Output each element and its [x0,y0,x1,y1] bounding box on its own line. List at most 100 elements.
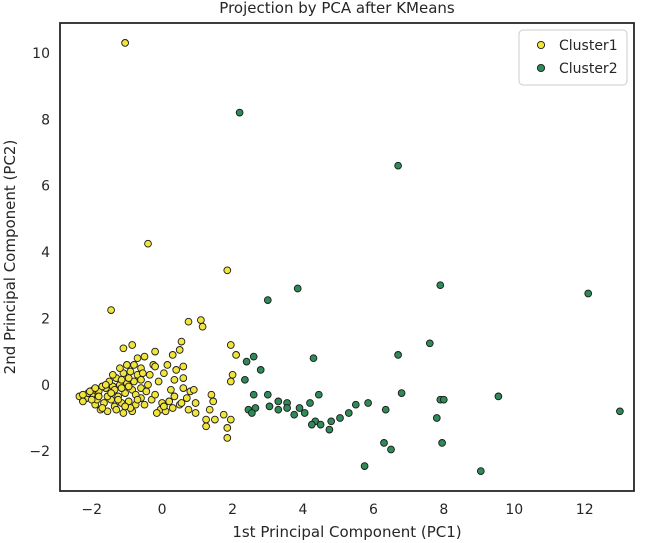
point-cluster1 [107,389,115,397]
point-cluster2 [438,439,446,447]
y-tick-label: 8 [41,112,50,128]
point-cluster1 [197,316,205,324]
y-tick-label: 6 [41,179,50,195]
point-cluster1 [226,415,235,424]
y-tick-label: 10 [32,46,50,62]
point-cluster1 [172,366,181,374]
plot-frame [59,22,635,492]
point-cluster1 [211,415,219,424]
point-cluster1 [114,395,122,404]
point-cluster2 [397,389,406,397]
legend-label-cluster2: Cluster2 [559,61,618,77]
point-cluster1 [163,361,172,369]
y-tick-label: 4 [41,245,50,261]
point-cluster2 [425,339,434,348]
point-cluster1 [182,394,191,402]
point-cluster1 [191,409,200,417]
point-cluster1 [191,399,200,407]
point-cluster1 [154,377,163,386]
legend-marker-cluster2 [536,63,546,73]
point-cluster2 [283,404,291,412]
point-cluster2 [327,417,336,426]
point-cluster2 [290,410,299,419]
point-cluster1 [151,362,159,371]
point-cluster2 [256,366,265,374]
point-cluster1 [219,410,228,419]
point-cluster2 [263,390,272,399]
point-cluster1 [145,370,154,379]
point-cluster1 [179,374,188,382]
point-cluster1 [160,402,168,411]
point-cluster1 [130,377,138,386]
point-cluster1 [116,364,124,373]
x-tick-label: 4 [299,502,308,518]
point-cluster2 [360,462,369,470]
point-cluster1 [144,380,152,389]
point-cluster1 [226,377,235,386]
x-tick-label: 12 [576,502,594,518]
point-cluster1 [138,369,147,378]
point-cluster2 [241,375,249,384]
point-cluster2 [336,414,344,422]
point-cluster1 [140,352,149,361]
y-tick-label: 2 [41,311,50,327]
point-cluster2 [309,354,318,363]
point-cluster2 [394,351,402,359]
point-cluster1 [170,375,179,384]
point-cluster1 [177,337,186,346]
point-cluster2 [344,409,353,417]
point-cluster1 [228,370,237,379]
point-cluster1 [209,397,218,406]
point-cluster2 [364,399,372,407]
point-cluster2 [314,390,323,399]
point-cluster1 [121,39,129,47]
point-cluster1 [160,369,168,378]
point-cluster2 [265,402,274,411]
x-tick-label: 2 [228,502,237,518]
point-cluster1 [112,405,121,414]
point-cluster1 [108,370,117,379]
point-cluster1 [232,351,240,359]
point-cluster1 [119,344,128,353]
point-cluster1 [167,385,175,394]
point-cluster2 [494,392,503,401]
point-cluster2 [293,284,302,293]
point-cluster1 [79,397,87,406]
point-cluster1 [226,341,235,349]
point-cluster2 [300,409,309,417]
point-cluster2 [476,467,485,475]
legend-label-cluster1: Cluster1 [559,38,618,54]
point-cluster1 [151,390,159,399]
point-cluster1 [121,402,129,411]
legend-box [518,29,628,86]
point-cluster2 [387,445,395,454]
point-cluster1 [101,380,110,389]
point-cluster1 [137,375,145,384]
legend: Cluster1 Cluster2 [518,29,628,86]
point-cluster1 [107,306,115,314]
point-cluster1 [207,390,216,399]
point-cluster2 [295,404,304,412]
point-cluster1 [179,362,188,371]
point-cluster1 [124,374,133,382]
x-tick-label: 0 [158,502,167,518]
point-cluster2 [325,425,334,434]
point-cluster1 [87,395,96,404]
point-cluster1 [94,392,103,401]
point-cluster1 [133,395,142,404]
point-cluster1 [184,405,193,414]
point-cluster1 [152,409,161,417]
point-cluster1 [126,367,135,376]
point-cluster1 [98,404,107,412]
point-cluster2 [274,405,283,414]
point-cluster1 [184,317,193,326]
point-cluster1 [119,409,128,417]
point-cluster1 [79,390,87,399]
x-tick-label: 8 [439,502,448,518]
point-cluster2 [263,296,272,304]
point-cluster1 [165,397,174,406]
y-tick-label: −2 [29,444,50,460]
point-cluster2 [584,289,593,298]
chart-title: Projection by PCA after KMeans [219,0,455,17]
